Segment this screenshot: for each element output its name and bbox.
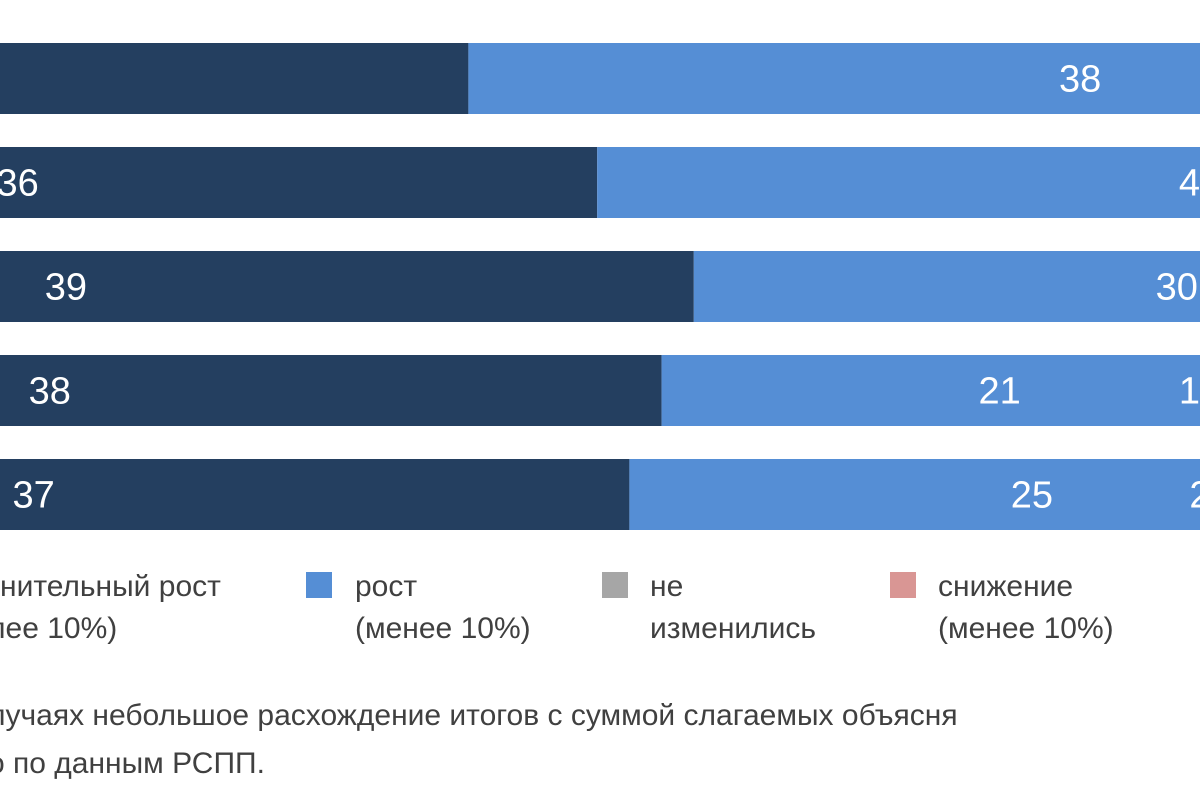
legend-item-strong-growth: нительный рост лее 10%) <box>0 566 221 650</box>
bar-segment-series-1-row-4 <box>0 355 662 426</box>
bar-segment-series-1-row-2 <box>0 147 598 218</box>
data-label-series-3-row-5: 2 <box>1189 475 1200 517</box>
legend-label-line-1: не <box>650 570 684 603</box>
bar-segment-series-2-row-2 <box>597 147 1200 218</box>
legend-item-unchanged: не изменились <box>650 566 816 650</box>
data-label-series-2-row-5: 25 <box>1011 475 1053 517</box>
footnote-line-2: о по данным РСПП. <box>0 747 265 780</box>
legend-swatch-decline <box>890 572 916 598</box>
bar-segment-series-1-row-1 <box>0 43 469 114</box>
legend-label-line-1: нительный рост <box>0 570 221 603</box>
bar-segment-series-1-row-5 <box>0 459 630 530</box>
bar-segment-series-2-row-3 <box>693 251 1200 322</box>
data-label-series-1-row-2: 36 <box>0 163 39 205</box>
legend-label-line-1: рост <box>355 570 418 603</box>
stacked-bar-chart: 32383640393038211537252 <box>0 43 1200 530</box>
legend-label-line-2: (менее 10%) <box>355 612 531 645</box>
bar-segment-series-2-row-4 <box>661 355 1200 426</box>
data-label-series-1-row-5: 37 <box>13 475 55 517</box>
data-label-series-2-row-2: 40 <box>1179 163 1200 205</box>
legend-label-line-1: снижение <box>938 570 1074 603</box>
data-label-series-1-row-4: 38 <box>29 371 71 413</box>
legend-swatch-growth <box>306 572 332 598</box>
legend-swatch-unchanged <box>602 572 628 598</box>
bar-segment-series-2-row-5 <box>629 459 1200 530</box>
data-label-series-2-row-1: 38 <box>1059 59 1101 101</box>
legend-label-line-2: (менее 10%) <box>938 612 1114 645</box>
bar-segment-series-1-row-3 <box>0 251 694 322</box>
legend-label-line-2: лее 10%) <box>0 612 118 645</box>
data-label-series-3-row-4: 15 <box>1179 371 1200 413</box>
bar-segment-series-2-row-1 <box>468 43 1200 114</box>
footnote-line-1: лучаях небольшое расхождение итогов с су… <box>0 699 958 732</box>
data-label-series-2-row-3: 30 <box>1156 267 1198 309</box>
data-label-series-2-row-4: 21 <box>979 371 1021 413</box>
legend-item-decline: снижение (менее 10%) <box>938 566 1114 650</box>
legend-item-growth: рост (менее 10%) <box>355 566 531 650</box>
legend-label-line-2: изменились <box>650 612 817 645</box>
chart-footnote: лучаях небольшое расхождение итогов с су… <box>0 692 958 788</box>
data-label-series-1-row-3: 39 <box>45 267 87 309</box>
